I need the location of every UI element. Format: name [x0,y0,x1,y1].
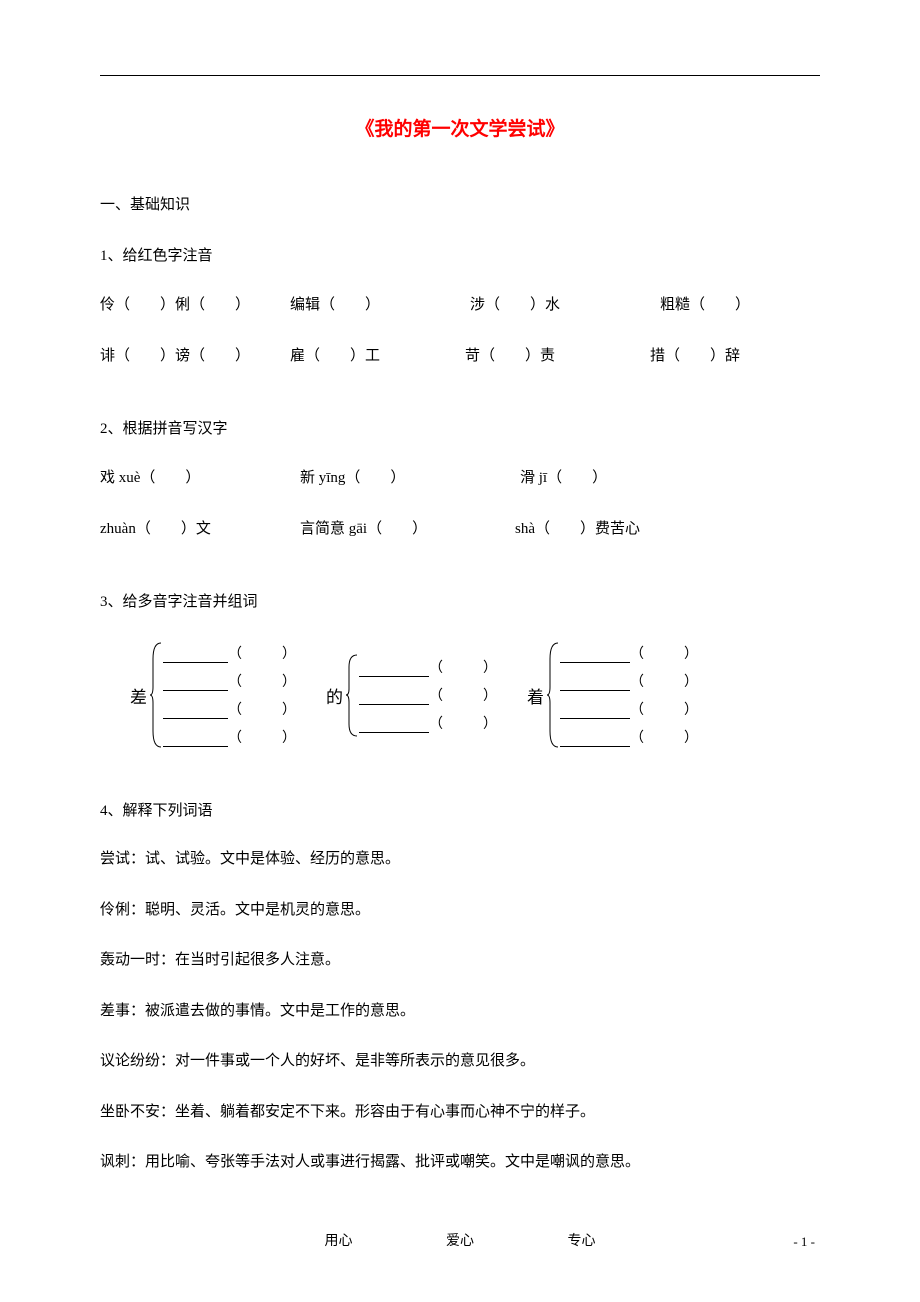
q1-r1-i3: 涉（ ）水 [470,293,660,314]
def-1: 尝试：试、试验。文中是体验、经历的意思。 [100,848,820,871]
duoyin-group-3: 着 （） （） （） （） [527,641,698,749]
q1-r2-i3: 苛（ ）责 [465,344,650,365]
def-7: 讽刺：用比喻、夸张等手法对人或事进行揭露、批评或嘲笑。文中是嘲讽的意思。 [100,1151,820,1174]
duoyin-line: （） [359,685,497,705]
q3-heading: 3、给多音字注音并组词 [100,590,820,611]
q2-r1-i3: 滑 jī（ ） [520,466,607,487]
q1-heading: 1、给红色字注音 [100,244,820,265]
q4-heading: 4、解释下列词语 [100,799,820,820]
duoyin-line: （） [359,657,497,677]
document-title: 《我的第一次文学尝试》 [100,114,820,141]
def-2: 伶俐：聪明、灵活。文中是机灵的意思。 [100,899,820,922]
duoyin-line: （） [560,699,698,719]
q1-r2-i2: 雇（ ）工 [290,344,465,365]
footer-word-1: 用心 [325,1234,353,1249]
duoyin-group-2: 的 （） （） （） [326,653,497,738]
brace-icon [546,641,560,749]
duoyin-line: （） [163,699,296,719]
q2-r1-i2: 新 yīng（ ） [300,466,520,487]
duoyin-line: （） [163,727,296,747]
q2-r2-i3: shà（ ）费苦心 [515,517,640,538]
duoyin-char-2: 的 [326,683,343,708]
def-4: 差事：被派遣去做的事情。文中是工作的意思。 [100,1000,820,1023]
page-number: - 1 - [793,1234,815,1250]
q1-r2-i1: 诽（ ）谤（ ） [100,344,290,365]
def-3: 轰动一时：在当时引起很多人注意。 [100,949,820,972]
q1-r1-i1: 伶（ ）俐（ ） [100,293,290,314]
q2-row-2: zhuàn（ ）文 言简意 gāi（ ） shà（ ）费苦心 [100,517,820,538]
brace-icon [149,641,163,749]
q2-row-1: 戏 xuè（ ） 新 yīng（ ） 滑 jī（ ） [100,466,820,487]
section-1-heading: 一、基础知识 [100,193,820,214]
q1-r1-i2: 编辑（ ） [290,293,470,314]
duoyin-line: （） [163,671,296,691]
q2-heading: 2、根据拼音写汉字 [100,417,820,438]
duoyin-lines-2: （） （） （） [359,657,497,733]
q2-r1-i1: 戏 xuè（ ） [100,466,300,487]
q1-row-2: 诽（ ）谤（ ） 雇（ ）工 苛（ ）责 措（ ）辞 [100,344,820,365]
duoyin-char-1: 差 [130,683,147,708]
q2-r2-i2: 言简意 gāi（ ） [300,517,515,538]
duoyin-lines-1: （） （） （） （） [163,643,296,747]
duoyin-line: （） [560,671,698,691]
page-footer: 用心 爱心 专心 - 1 - [0,1230,920,1250]
def-6: 坐卧不安：坐着、躺着都安定不下来。形容由于有心事而心神不宁的样子。 [100,1101,820,1124]
duoyin-container: 差 （） （） （） （） 的 （） （） （） 着 [130,641,820,749]
duoyin-line: （） [560,643,698,663]
brace-icon [345,653,359,738]
document-page: 《我的第一次文学尝试》 一、基础知识 1、给红色字注音 伶（ ）俐（ ） 编辑（… [0,0,920,1302]
q1-row-1: 伶（ ）俐（ ） 编辑（ ） 涉（ ）水 粗糙（ ） [100,293,820,314]
footer-word-3: 专心 [568,1234,596,1249]
def-5: 议论纷纷：对一件事或一个人的好坏、是非等所表示的意见很多。 [100,1050,820,1073]
duoyin-lines-3: （） （） （） （） [560,643,698,747]
q2-r2-i1: zhuàn（ ）文 [100,517,300,538]
duoyin-char-3: 着 [527,683,544,708]
duoyin-line: （） [163,643,296,663]
top-divider [100,75,820,76]
footer-word-2: 爱心 [446,1234,474,1249]
q1-r1-i4: 粗糙（ ） [660,293,750,314]
duoyin-line: （） [560,727,698,747]
footer-motto: 用心 爱心 专心 [280,1230,641,1250]
duoyin-line: （） [359,713,497,733]
footer-motto-container: 用心 爱心 专心 [0,1230,920,1250]
q1-r2-i4: 措（ ）辞 [650,344,740,365]
duoyin-group-1: 差 （） （） （） （） [130,641,296,749]
